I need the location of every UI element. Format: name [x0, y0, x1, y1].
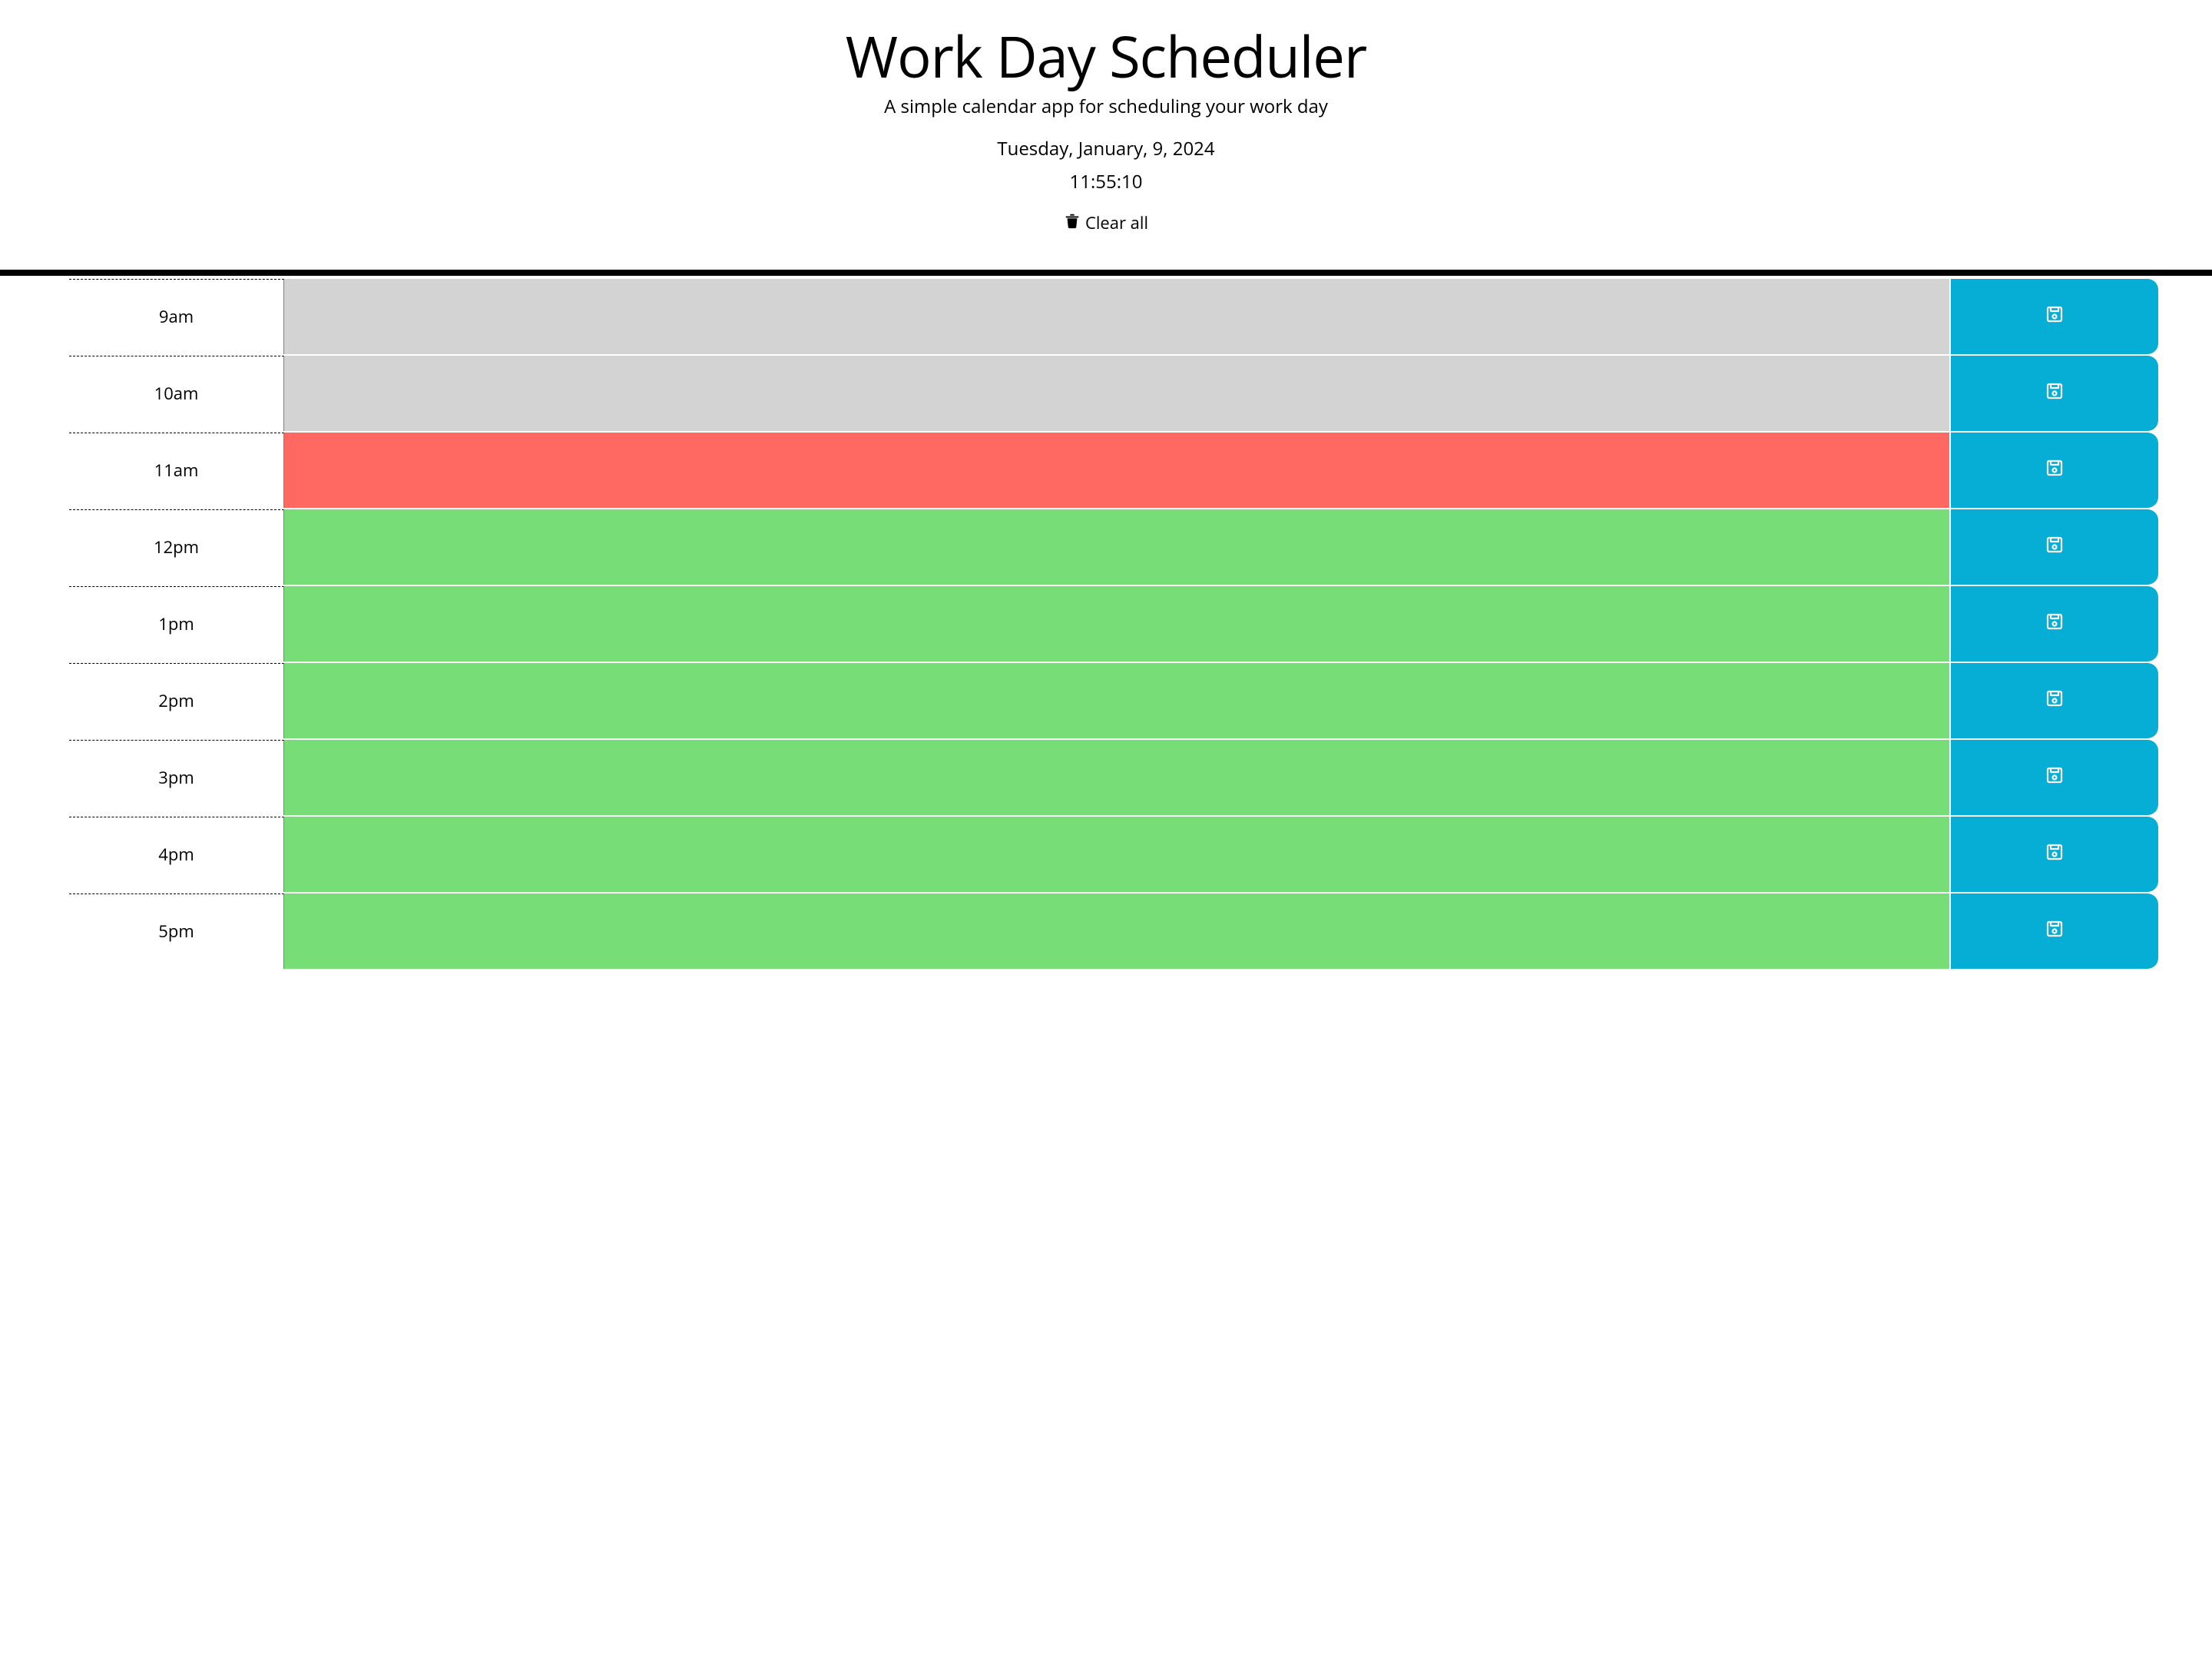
time-block-row: 5pm — [69, 893, 2158, 969]
save-icon — [2045, 843, 2064, 865]
save-button[interactable] — [1951, 279, 2158, 354]
save-button[interactable] — [1951, 433, 2158, 508]
save-icon — [2045, 689, 2064, 711]
event-input[interactable] — [284, 586, 1949, 661]
save-button[interactable] — [1951, 817, 2158, 892]
time-block-row: 9am — [69, 279, 2158, 354]
time-block-row: 12pm — [69, 509, 2158, 585]
event-input[interactable] — [284, 663, 1949, 738]
page-subtitle: A simple calendar app for scheduling you… — [0, 94, 2212, 119]
time-block-row: 11am — [69, 433, 2158, 508]
save-button[interactable] — [1951, 509, 2158, 585]
save-button[interactable] — [1951, 663, 2158, 738]
time-block-row: 4pm — [69, 817, 2158, 892]
time-block-row: 2pm — [69, 663, 2158, 738]
time-block-row: 1pm — [69, 586, 2158, 661]
event-input[interactable] — [284, 356, 1949, 431]
hour-label: 12pm — [69, 509, 284, 585]
event-input[interactable] — [284, 893, 1949, 969]
save-button[interactable] — [1951, 356, 2158, 431]
save-icon — [2045, 535, 2064, 558]
hour-label: 2pm — [69, 663, 284, 738]
hour-label: 11am — [69, 433, 284, 508]
save-button[interactable] — [1951, 893, 2158, 969]
hour-label: 1pm — [69, 586, 284, 661]
hour-label: 9am — [69, 279, 284, 354]
save-icon — [2045, 612, 2064, 635]
trash-icon — [1064, 211, 1081, 234]
page-title: Work Day Scheduler — [0, 26, 2212, 86]
clear-all-label: Clear all — [1085, 211, 1148, 234]
schedule-grid: 9am 10am 11am 12pm 1pm 2pm 3pm 4pm 5pm — [0, 276, 2212, 969]
time-block-row: 3pm — [69, 740, 2158, 815]
header: Work Day Scheduler A simple calendar app… — [0, 0, 2212, 276]
event-input[interactable] — [284, 817, 1949, 892]
hour-label: 4pm — [69, 817, 284, 892]
clear-all-button[interactable]: Clear all — [1064, 211, 1148, 234]
time-block-row: 10am — [69, 356, 2158, 431]
save-icon — [2045, 305, 2064, 327]
event-input[interactable] — [284, 509, 1949, 585]
save-button[interactable] — [1951, 586, 2158, 661]
current-date: Tuesday, January, 9, 2024 — [0, 136, 2212, 161]
save-button[interactable] — [1951, 740, 2158, 815]
event-input[interactable] — [284, 740, 1949, 815]
current-time: 11:55:10 — [0, 169, 2212, 194]
hour-label: 5pm — [69, 893, 284, 969]
hour-label: 10am — [69, 356, 284, 431]
event-input[interactable] — [284, 433, 1949, 508]
save-icon — [2045, 459, 2064, 481]
save-icon — [2045, 920, 2064, 942]
save-icon — [2045, 382, 2064, 404]
event-input[interactable] — [284, 279, 1949, 354]
save-icon — [2045, 766, 2064, 788]
hour-label: 3pm — [69, 740, 284, 815]
